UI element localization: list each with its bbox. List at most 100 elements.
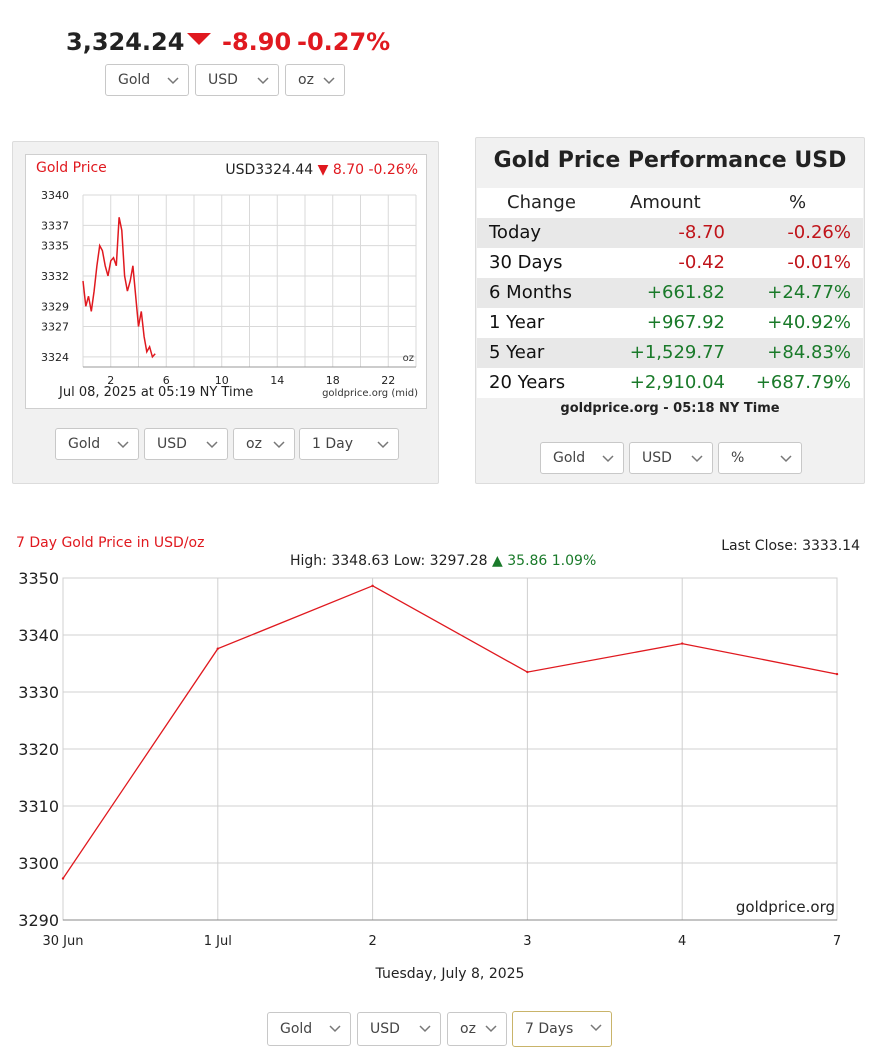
row-period: 6 Months xyxy=(489,282,572,303)
big-chart-last-close: Last Close: 3333.14 xyxy=(721,538,860,554)
mini-chart-ticker-pct: -0.26% xyxy=(368,162,418,178)
mini-y-tick-label: 3324 xyxy=(41,351,69,364)
big-metal-select[interactable]: Gold xyxy=(267,1012,351,1046)
mini-y-tick-label: 3335 xyxy=(41,240,69,253)
mini-y-tick-label: 3337 xyxy=(41,219,69,232)
mini-unit-label: oz xyxy=(403,353,414,364)
perf-unit-select-label: % xyxy=(731,450,745,466)
perf-currency-select[interactable]: USD xyxy=(629,442,713,474)
table-row: 5 Year +1,529.77 +84.83% xyxy=(477,338,863,368)
mini-y-tick-label: 3329 xyxy=(41,300,69,313)
chevron-down-icon xyxy=(377,441,389,449)
row-period: 5 Year xyxy=(489,342,545,363)
mini-range-select[interactable]: 1 Day xyxy=(299,428,399,460)
big-x-tick-label: 2 xyxy=(368,934,376,949)
chevron-down-icon xyxy=(323,77,335,85)
big-y-tick-label: 3290 xyxy=(18,911,59,930)
header-amount: Amount xyxy=(630,192,701,213)
chevron-down-icon xyxy=(167,77,179,85)
big-unit-select-label: oz xyxy=(460,1021,476,1037)
performance-panel: Gold Price Performance USD Change Amount… xyxy=(475,137,865,484)
big-chart-change: 35.86 1.09% xyxy=(507,553,597,569)
mini-chart-frame: Gold Price USD3324.44 ▼ 8.70 -0.26% 3324… xyxy=(25,154,427,409)
chevron-down-icon xyxy=(273,441,285,449)
mini-chart-panel: Gold Price USD3324.44 ▼ 8.70 -0.26% 3324… xyxy=(12,141,439,484)
performance-footer: goldprice.org - 05:18 NY Time xyxy=(560,401,780,416)
row-period: Today xyxy=(489,222,542,243)
down-arrow-icon xyxy=(187,33,211,45)
row-pct: -0.26% xyxy=(787,222,851,243)
perf-metal-select[interactable]: Gold xyxy=(540,442,624,474)
table-row: 20 Years +2,910.04 +687.79% xyxy=(477,368,863,398)
big-metal-select-label: Gold xyxy=(280,1021,313,1037)
performance-header-row: Change Amount % xyxy=(477,188,863,218)
mini-y-tick-label: 3327 xyxy=(41,321,69,334)
header-price: 3,324.24 xyxy=(66,28,185,56)
mini-chart-footer-source: goldprice.org (mid) xyxy=(322,388,418,399)
performance-table: Change Amount % Today -8.70 -0.26% 30 Da… xyxy=(476,188,864,398)
big-unit-select[interactable]: oz xyxy=(447,1012,507,1046)
big-y-tick-label: 3350 xyxy=(18,569,59,588)
mini-metal-select-label: Gold xyxy=(68,436,101,452)
mini-chart-footer-date: Jul 08, 2025 at 05:19 NY Time xyxy=(59,385,254,400)
row-amount: +661.82 xyxy=(646,282,725,303)
chevron-down-icon xyxy=(419,1025,431,1033)
chevron-down-icon xyxy=(780,455,792,463)
row-period: 30 Days xyxy=(489,252,563,273)
big-currency-select-label: USD xyxy=(370,1021,400,1037)
chevron-down-icon xyxy=(485,1025,497,1033)
row-period: 1 Year xyxy=(489,312,545,333)
row-amount: -0.42 xyxy=(678,252,725,273)
chevron-down-icon xyxy=(691,455,703,463)
table-row: 6 Months +661.82 +24.77% xyxy=(477,278,863,308)
big-chart-high-low: High: 3348.63 Low: 3297.28 ▲ 35.86 1.09% xyxy=(290,553,596,569)
header-currency-select[interactable]: USD xyxy=(195,64,279,96)
mini-unit-select[interactable]: oz xyxy=(233,428,295,460)
header-unit-select-label: oz xyxy=(298,72,314,88)
mini-currency-select-label: USD xyxy=(157,436,187,452)
big-y-tick-label: 3330 xyxy=(18,683,59,702)
header-unit-select[interactable]: oz xyxy=(285,64,345,96)
big-y-tick-label: 3310 xyxy=(18,797,59,816)
mini-range-select-label: 1 Day xyxy=(312,436,354,452)
up-arrow-icon: ▲ xyxy=(492,553,503,569)
mini-y-tick-label: 3340 xyxy=(41,189,69,202)
high-low-text: High: 3348.63 Low: 3297.28 xyxy=(290,553,488,569)
table-row: 30 Days -0.42 -0.01% xyxy=(477,248,863,278)
big-currency-select[interactable]: USD xyxy=(357,1012,441,1046)
row-amount: -8.70 xyxy=(678,222,725,243)
big-price-point xyxy=(61,877,65,880)
header-change: -8.90 xyxy=(222,28,292,56)
row-period: 20 Years xyxy=(489,372,566,393)
perf-metal-select-label: Gold xyxy=(553,450,586,466)
mini-currency-select[interactable]: USD xyxy=(144,428,228,460)
mini-chart-ticker-price: USD3324.44 xyxy=(225,162,314,178)
mini-x-tick-label: 14 xyxy=(270,374,284,387)
big-y-tick-label: 3320 xyxy=(18,740,59,759)
big-x-tick-label: 7 xyxy=(833,934,841,949)
big-range-select[interactable]: 7 Days xyxy=(512,1011,612,1047)
chevron-down-icon xyxy=(590,1024,602,1032)
header-metal-select[interactable]: Gold xyxy=(105,64,189,96)
big-x-tick-label: 3 xyxy=(523,934,531,949)
big-price-point xyxy=(835,672,839,676)
header-change-pct: -0.27% xyxy=(297,28,391,56)
table-row: 1 Year +967.92 +40.92% xyxy=(477,308,863,338)
row-amount: +2,910.04 xyxy=(629,372,725,393)
big-x-tick-label: 4 xyxy=(678,934,686,949)
chevron-down-icon xyxy=(117,441,129,449)
chevron-down-icon xyxy=(329,1025,341,1033)
mini-metal-select[interactable]: Gold xyxy=(55,428,139,460)
perf-unit-select[interactable]: % xyxy=(718,442,802,474)
chevron-down-icon xyxy=(602,455,614,463)
mini-x-tick-label: 22 xyxy=(381,374,395,387)
row-pct: +84.83% xyxy=(767,342,851,363)
big-y-tick-label: 3340 xyxy=(18,626,59,645)
header-change: Change xyxy=(507,192,576,213)
row-pct: +40.92% xyxy=(767,312,851,333)
header-currency-select-label: USD xyxy=(208,72,238,88)
big-price-point xyxy=(526,670,529,674)
chevron-down-icon xyxy=(257,77,269,85)
row-amount: +1,529.77 xyxy=(629,342,725,363)
mini-unit-select-label: oz xyxy=(246,436,262,452)
